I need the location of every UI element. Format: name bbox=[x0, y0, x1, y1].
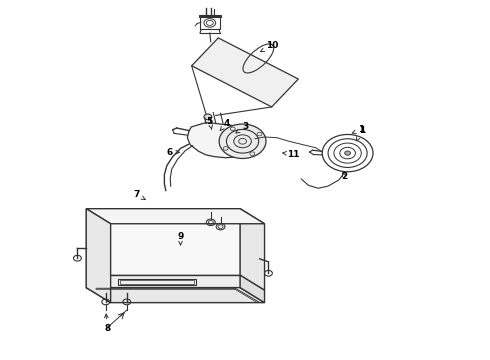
Polygon shape bbox=[86, 288, 265, 303]
Polygon shape bbox=[86, 275, 240, 288]
Circle shape bbox=[219, 124, 266, 158]
Circle shape bbox=[204, 114, 212, 120]
Polygon shape bbox=[86, 209, 265, 224]
Polygon shape bbox=[192, 38, 298, 107]
Circle shape bbox=[344, 151, 350, 155]
Text: 2: 2 bbox=[341, 172, 347, 181]
Text: 9: 9 bbox=[177, 232, 184, 245]
Text: 1: 1 bbox=[352, 125, 365, 134]
Polygon shape bbox=[240, 275, 265, 303]
Polygon shape bbox=[187, 123, 255, 158]
Polygon shape bbox=[240, 209, 265, 290]
Polygon shape bbox=[86, 209, 111, 303]
Text: 3: 3 bbox=[236, 122, 248, 133]
Polygon shape bbox=[86, 209, 240, 275]
Text: 8: 8 bbox=[104, 314, 110, 333]
Text: 6: 6 bbox=[166, 148, 179, 157]
Text: 11: 11 bbox=[283, 150, 299, 159]
Text: 10: 10 bbox=[260, 41, 278, 52]
Text: 1: 1 bbox=[356, 126, 366, 141]
Polygon shape bbox=[198, 15, 220, 17]
Text: 5: 5 bbox=[207, 117, 213, 129]
Text: 4: 4 bbox=[220, 119, 230, 131]
Text: 7: 7 bbox=[133, 190, 145, 199]
